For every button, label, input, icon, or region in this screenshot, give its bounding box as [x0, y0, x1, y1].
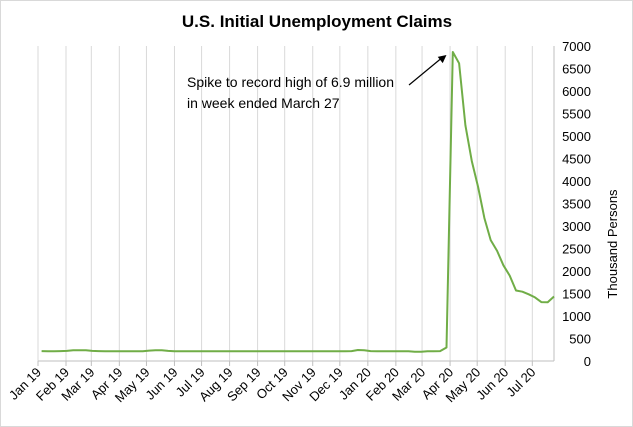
- y-tick-label-0: 0: [584, 354, 591, 369]
- y-tick-label-1: 500: [569, 332, 591, 347]
- gridlines: [37, 46, 555, 361]
- y-tick-label-6: 3000: [562, 219, 591, 234]
- annotation-line-1: Spike to record high of 6.9 million: [187, 74, 394, 90]
- y-axis-title: Thousand Persons: [605, 189, 620, 299]
- y-tick-label-3: 1500: [562, 287, 591, 302]
- y-tick-label-5: 2500: [562, 242, 591, 257]
- series-layer: [41, 51, 555, 353]
- x-tick-label-17: Jun 20: [473, 365, 511, 403]
- annotation: Spike to record high of 6.9 million in w…: [187, 54, 447, 111]
- annotation-arrow-head: [437, 54, 447, 64]
- y-tick-label-14: 7000: [562, 39, 591, 54]
- y-tick-label-8: 4000: [562, 174, 591, 189]
- x-tick-label-5: Jun 19: [142, 365, 180, 403]
- x-tick-label-18: Jul 20: [503, 365, 538, 400]
- y-tick-labels: 0 500 1000 1500 2000 2500 3000 3500 4000 4500 5000…: [562, 39, 591, 369]
- y-tick-label-12: 6000: [562, 84, 591, 99]
- y-tick-label-9: 4500: [562, 152, 591, 167]
- y-tick-label-13: 6500: [562, 62, 591, 77]
- annotation-line-2: in week ended March 27: [187, 95, 340, 111]
- annotation-arrow-line: [408, 58, 441, 86]
- y-tick-label-2: 1000: [562, 309, 591, 324]
- axes: [38, 46, 555, 362]
- y-tick-label-10: 5000: [562, 129, 591, 144]
- y-tick-label-4: 2000: [562, 264, 591, 279]
- y-tick-label-7: 3500: [562, 197, 591, 212]
- y-tick-label-11: 5500: [562, 107, 591, 122]
- series-line-0: [41, 51, 555, 353]
- chart-title: U.S. Initial Unemployment Claims: [182, 12, 452, 31]
